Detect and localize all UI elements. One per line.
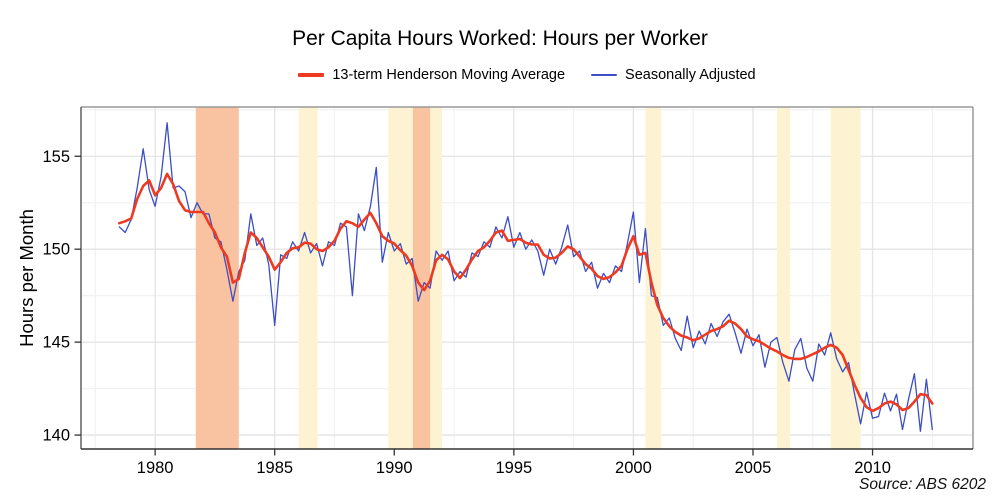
x-tick-label: 2000 bbox=[615, 459, 652, 477]
band-mild bbox=[298, 107, 318, 449]
chart-title: Per Capita Hours Worked: Hours per Worke… bbox=[292, 27, 708, 50]
legend: 13-term Henderson Moving Average Seasona… bbox=[81, 67, 973, 83]
legend-item-henderson: 13-term Henderson Moving Average bbox=[298, 67, 565, 83]
y-axis-title: Hours per Month bbox=[16, 209, 37, 347]
y-tick-label: 155 bbox=[42, 148, 70, 166]
seasonal-line-swatch bbox=[591, 74, 618, 76]
x-tick-label: 2005 bbox=[735, 459, 772, 477]
y-tick-label: 140 bbox=[42, 427, 70, 445]
band-mild bbox=[776, 107, 791, 449]
y-tick-label: 145 bbox=[42, 334, 70, 352]
legend-label-henderson: 13-term Henderson Moving Average bbox=[332, 67, 566, 83]
x-tick-label: 2010 bbox=[854, 459, 891, 477]
axes bbox=[80, 106, 974, 450]
source-note: Source: ABS 6202 bbox=[859, 476, 986, 493]
seasonally-adjusted-line bbox=[118, 122, 933, 432]
tick-marks bbox=[74, 155, 874, 456]
x-tick-label: 1995 bbox=[495, 459, 532, 477]
x-tick-label: 1990 bbox=[376, 459, 413, 477]
y-tick-label: 150 bbox=[42, 241, 70, 259]
x-tick-label: 1980 bbox=[137, 459, 174, 477]
band-strong bbox=[412, 107, 431, 449]
henderson-trend-line bbox=[118, 172, 934, 413]
legend-label-seasonal: Seasonally Adjusted bbox=[625, 67, 756, 83]
band-mild bbox=[830, 107, 861, 449]
legend-item-seasonal: Seasonally Adjusted bbox=[591, 67, 756, 83]
recession-bands bbox=[195, 107, 861, 449]
henderson-line-swatch bbox=[298, 73, 325, 77]
band-mild bbox=[645, 107, 661, 449]
x-tick-label: 1985 bbox=[256, 459, 293, 477]
tick-labels: 1980 1985 1990 1995 2000 2005 2010 140 145 150 155 bbox=[42, 148, 890, 477]
